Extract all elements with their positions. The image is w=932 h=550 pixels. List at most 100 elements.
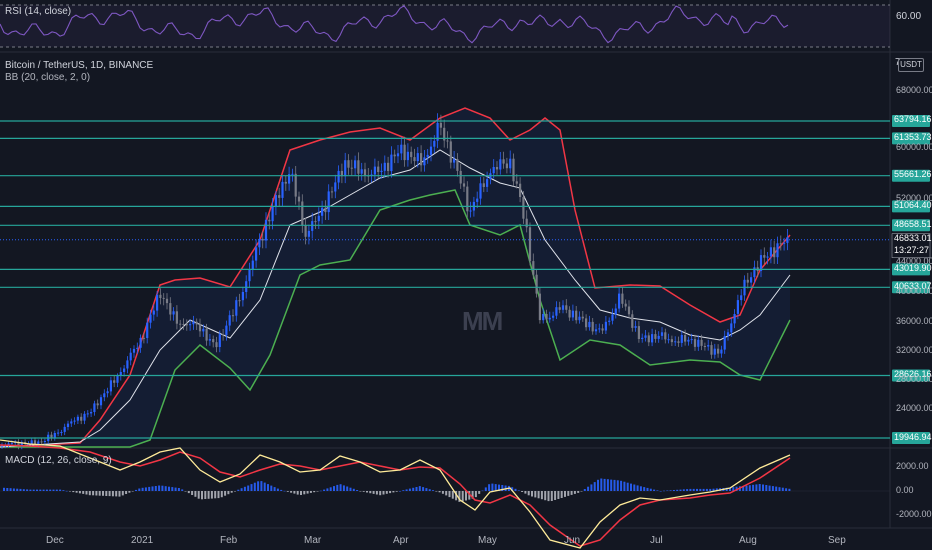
candle-body xyxy=(713,348,716,355)
macd-histogram-bar xyxy=(435,491,438,492)
candle-body xyxy=(624,303,627,307)
candle-body xyxy=(294,173,297,197)
candle-body xyxy=(83,413,86,421)
macd-histogram-bar xyxy=(270,485,273,491)
candle-body xyxy=(406,151,409,161)
candle-body xyxy=(291,173,294,175)
candle-body xyxy=(486,179,489,187)
macd-histogram-bar xyxy=(316,491,319,492)
candle-body xyxy=(304,225,307,237)
symbol-title[interactable]: Bitcoin / TetherUS, 1D, BINANCE xyxy=(5,60,154,71)
macd-histogram-bar xyxy=(408,488,411,491)
candle-body xyxy=(766,256,769,258)
candle-body xyxy=(528,227,532,262)
macd-tick-label: 2000.00 xyxy=(896,461,929,471)
candle-body xyxy=(17,442,20,447)
price-tick-label: 44000.00 xyxy=(896,256,932,266)
candle-body xyxy=(301,201,304,225)
candle-body xyxy=(10,443,13,445)
macd-histogram-bar xyxy=(85,491,88,495)
macd-histogram-bar xyxy=(537,491,540,499)
bb-indicator-title[interactable]: BB (20, close, 2, 0) xyxy=(5,72,91,83)
candle-body xyxy=(350,167,353,169)
candle-body xyxy=(403,144,406,161)
macd-histogram-bar xyxy=(517,490,520,491)
macd-histogram-bar xyxy=(181,489,184,491)
macd-histogram-bar xyxy=(224,491,227,496)
candle-body xyxy=(321,207,324,216)
candle-body xyxy=(779,243,782,245)
macd-histogram-bar xyxy=(290,491,293,493)
macd-histogram-bar xyxy=(144,487,147,491)
macd-histogram-bar xyxy=(191,491,194,495)
macd-histogram-bar xyxy=(669,490,672,491)
macd-histogram-bar xyxy=(309,491,312,493)
macd-histogram-bar xyxy=(666,490,669,491)
macd-histogram-bar xyxy=(488,484,491,491)
candle-body xyxy=(647,335,650,343)
macd-histogram-bar xyxy=(300,491,302,495)
macd-histogram-bar xyxy=(82,491,85,494)
level-badge xyxy=(892,369,930,382)
candle-body xyxy=(311,221,314,231)
macd-histogram-bar xyxy=(735,486,738,491)
candle-body xyxy=(129,352,132,361)
macd-histogram-bar xyxy=(643,487,646,491)
macd-histogram-bar xyxy=(494,484,497,491)
candle-body xyxy=(172,311,175,315)
candle-body xyxy=(215,342,218,348)
candle-body xyxy=(354,160,357,169)
level-label: 61353.73 xyxy=(894,131,932,142)
candle-body xyxy=(116,376,119,383)
bb-lower-line xyxy=(0,189,791,448)
macd-histogram-bar xyxy=(323,489,326,491)
candle-body xyxy=(515,181,518,184)
macd-histogram-bar xyxy=(699,488,702,491)
candle-body xyxy=(601,328,604,331)
macd-histogram-bar xyxy=(428,489,431,491)
candle-body xyxy=(423,157,426,166)
candle-body xyxy=(707,345,710,347)
candle-body xyxy=(106,391,109,394)
candle-body xyxy=(136,347,139,349)
macd-histogram-bar xyxy=(630,483,632,491)
macd-histogram-bar xyxy=(356,490,359,491)
candle-body xyxy=(542,314,545,321)
candle-body xyxy=(641,337,644,339)
macd-histogram-bar xyxy=(88,491,91,496)
currency-badge[interactable]: USDT xyxy=(898,58,924,72)
candle-body xyxy=(241,292,244,301)
macd-histogram-bar xyxy=(540,491,543,500)
candle-body xyxy=(238,300,241,302)
candle-body xyxy=(522,197,525,219)
candle-body xyxy=(142,337,145,339)
candle-body xyxy=(0,445,4,447)
candle-body xyxy=(248,269,251,282)
macd-histogram-bar xyxy=(732,487,735,491)
candle-body xyxy=(152,310,155,315)
level-badge xyxy=(892,432,930,444)
candle-body xyxy=(245,281,248,292)
macd-histogram-bar xyxy=(682,489,685,491)
macd-histogram-bar xyxy=(105,491,108,496)
macd-histogram-bar xyxy=(392,491,395,493)
macd-histogram-bar xyxy=(217,491,220,499)
macd-histogram-bar xyxy=(9,488,12,491)
candle-body xyxy=(225,325,228,336)
macd-histogram-bar xyxy=(55,489,58,491)
macd-tick-label: 0.00 xyxy=(896,485,914,495)
candle-body xyxy=(159,294,162,298)
candle-body xyxy=(631,314,634,328)
candle-body xyxy=(535,274,538,294)
macd-histogram-bar xyxy=(283,490,286,492)
candle-body xyxy=(532,261,535,275)
candle-body xyxy=(783,242,786,244)
candle-body xyxy=(690,339,693,341)
macd-histogram-bar xyxy=(415,487,418,491)
candle-body xyxy=(90,412,93,414)
macd-histogram-bar xyxy=(686,489,689,491)
candle-body xyxy=(476,198,479,202)
time-axis-label: Apr xyxy=(393,535,409,546)
candle-body xyxy=(284,181,287,184)
